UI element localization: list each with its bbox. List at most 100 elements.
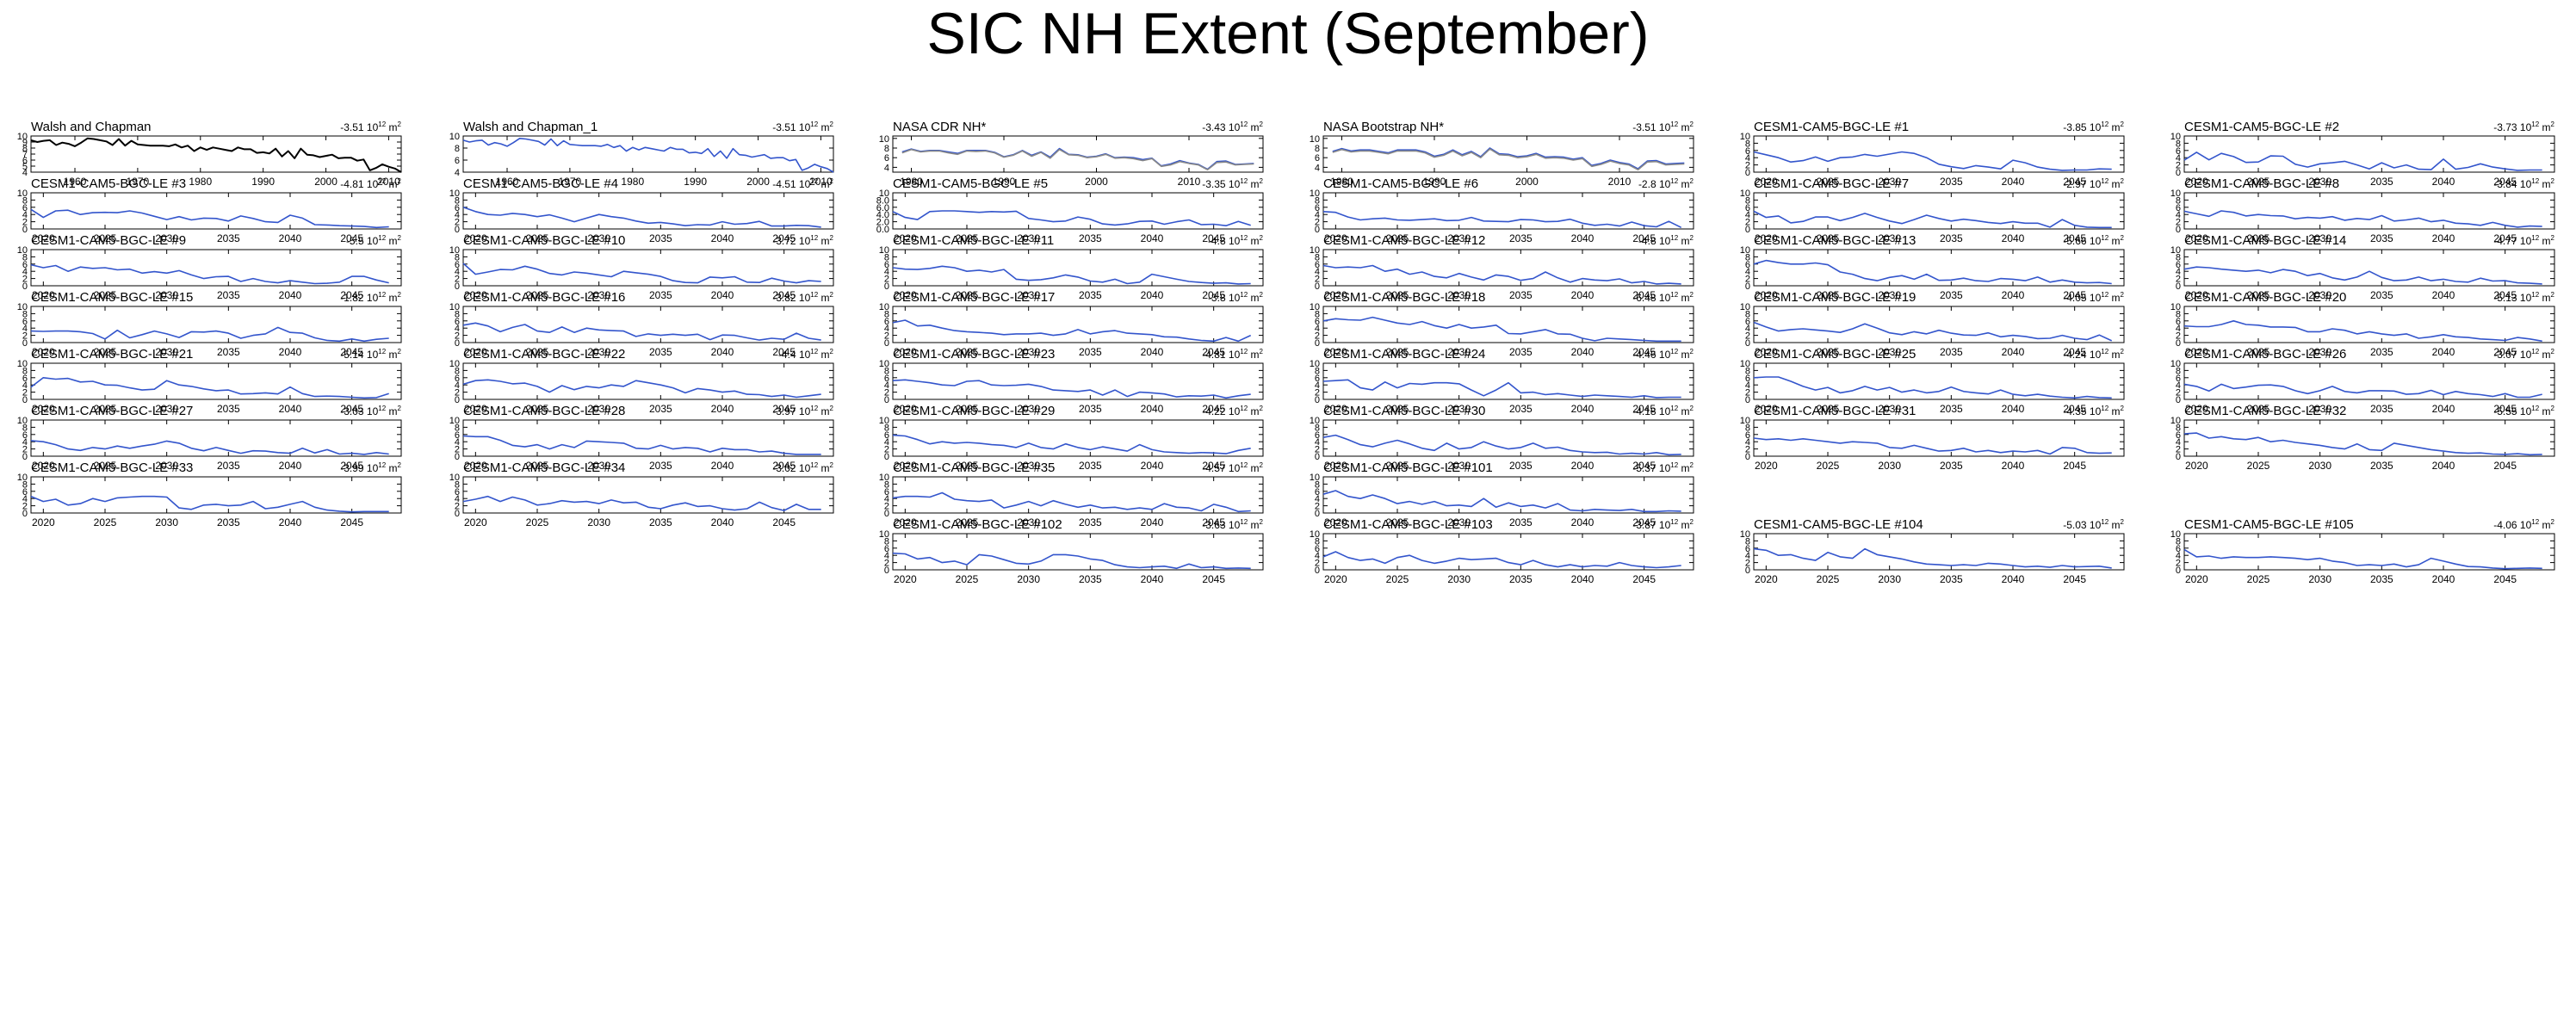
y-tick-label: 6 (1745, 260, 1750, 270)
y-tick-label: 4 (1315, 437, 1320, 448)
y-tick-label: 6 (1315, 153, 1320, 164)
x-tick-label: 2020 (1324, 516, 1347, 528)
x-tick-label: 2040 (711, 516, 734, 528)
x-tick-label: 2030 (155, 460, 178, 472)
y-tick-label: 0 (884, 452, 889, 462)
trend-label: -3.35 1012 m2 (1202, 177, 1263, 190)
y-tick-label: 8 (884, 252, 889, 263)
x-tick-label: 2020 (32, 289, 55, 301)
x-tick-label: 2030 (587, 289, 610, 301)
panel-32: CESM1-CAM5-BGC-LE #28 -3.97 1012 m2024681… (449, 404, 834, 472)
y-tick-label: 0 (884, 338, 889, 349)
series-line (30, 263, 389, 285)
trend-unit: m (2539, 405, 2550, 417)
trend-exponent: 12 (2101, 518, 2108, 526)
series-line (2183, 319, 2542, 343)
x-tick-label: 2045 (1202, 346, 1225, 358)
series-line (1753, 437, 2112, 455)
trend-unit-exponent: 2 (398, 348, 402, 355)
x-tick-label: 2020 (32, 346, 55, 358)
x-tick-label: 2040 (2432, 289, 2455, 301)
y-tick-label: 0 (1315, 566, 1320, 576)
y-tick-label: 8 (1745, 195, 1750, 206)
x-tick-label: 2030 (1878, 403, 1901, 415)
y-tick-label: 10 (449, 245, 460, 256)
trend-exponent: 12 (378, 348, 386, 355)
trend-unit-exponent: 2 (1690, 461, 1694, 469)
x-tick-label: 2045 (772, 232, 796, 244)
x-tick-label: 2045 (340, 232, 363, 244)
trend-exponent: 12 (1670, 234, 1678, 242)
panel-23: CESM1-CAM5-BGC-LE #19 -4.05 1012 m2024681… (1740, 290, 2125, 358)
series-line (892, 319, 1252, 343)
trend-exponent: 12 (1240, 461, 1248, 469)
y-tick-label: 10 (1740, 189, 1750, 199)
trend-label: -4.51 1012 m2 (772, 177, 833, 190)
x-tick-label: 2040 (2002, 403, 2025, 415)
x-tick-label: 2025 (1386, 232, 1409, 244)
x-tick-label: 2020 (464, 346, 487, 358)
trend-exponent: 12 (378, 177, 386, 185)
series-line (30, 376, 389, 399)
x-tick-label: 2040 (2432, 573, 2455, 585)
x-tick-label: 2025 (2247, 176, 2270, 188)
plot-frame (1753, 362, 2125, 400)
y-tick-label: 6 (1745, 544, 1750, 554)
trend-unit: m (1678, 405, 1689, 417)
y-tick-label: 6 (455, 203, 460, 213)
y-tick-label: 8 (2176, 366, 2181, 376)
series-line (462, 263, 821, 284)
series-line (892, 265, 1251, 285)
y-tick-label: 8 (22, 309, 28, 319)
x-tick-label: 2020 (894, 232, 917, 244)
x-tick-label: 2020 (1755, 403, 1778, 415)
panel-31: CESM1-CAM5-BGC-LE #27 -3.03 1012 m2024681… (17, 404, 402, 472)
trend-unit-exponent: 2 (1260, 405, 1264, 412)
series-line (30, 137, 402, 173)
x-tick-label: 2035 (217, 289, 240, 301)
trend-label: -3.43 1012 m2 (1202, 121, 1263, 133)
x-tick-label: 2035 (1509, 516, 1533, 528)
y-tick-label: 4 (455, 267, 460, 277)
panel-title: CESM1-CAM5-BGC-LE #24 (1323, 347, 1485, 362)
y-tick-label: 4 (2176, 324, 2181, 334)
trend-value: -3.73 10 (2493, 121, 2531, 133)
y-tick-label: 2 (884, 275, 889, 285)
x-tick-label: 2045 (2493, 176, 2517, 188)
y-tick-label: 6 (2176, 544, 2181, 554)
x-tick-label: 2045 (340, 516, 363, 528)
plot-frame (1322, 533, 1694, 571)
panel-24: CESM1-CAM5-BGC-LE #20 -5.13 1012 m2024681… (2170, 290, 2555, 358)
y-tick-label: 6 (455, 317, 460, 327)
trend-exponent: 12 (1240, 121, 1248, 128)
panel-title: CESM1-CAM5-BGC-LE #31 (1754, 404, 1916, 418)
x-tick-label: 2045 (1632, 573, 1656, 585)
y-tick-label: 0 (1315, 395, 1320, 405)
trend-unit: m (818, 405, 829, 417)
trend-exponent: 12 (2531, 348, 2539, 355)
y-tick-label: 0 (1745, 452, 1750, 462)
trend-label: -3.51 1012 m2 (340, 121, 401, 133)
plot-frame (1322, 249, 1694, 287)
trend-unit-exponent: 2 (398, 177, 402, 185)
trend-exponent: 12 (2101, 121, 2108, 128)
y-tick-label: 8 (884, 423, 889, 433)
trend-unit: m (386, 235, 397, 247)
panel-5: CESM1-CAM5-BGC-LE #1 -3.85 1012 m20246810… (1740, 120, 2125, 188)
panel-12: CESM1-CAM5-BGC-LE #8 -3.84 1012 m20246810… (2170, 176, 2555, 244)
y-tick-label: 4 (1745, 551, 1750, 561)
trend-value: -4.4 10 (778, 349, 811, 361)
trend-unit: m (1678, 519, 1689, 531)
trend-label: -4.22 1012 m2 (1202, 405, 1263, 417)
trend-exponent: 12 (810, 348, 818, 355)
plot-frame (1753, 135, 2125, 173)
y-tick-label: 10 (17, 132, 28, 142)
y-tick-label: 6 (1745, 430, 1750, 441)
panel-18: CESM1-CAM5-BGC-LE #14 -4.77 1012 m2024681… (2170, 233, 2555, 301)
trend-unit-exponent: 2 (2551, 405, 2555, 412)
trend-unit-exponent: 2 (1690, 121, 1694, 128)
trend-exponent: 12 (1670, 121, 1678, 128)
x-tick-label: 2045 (2063, 460, 2086, 472)
plot-frame (892, 476, 1264, 514)
x-tick-label: 2035 (1940, 176, 1963, 188)
